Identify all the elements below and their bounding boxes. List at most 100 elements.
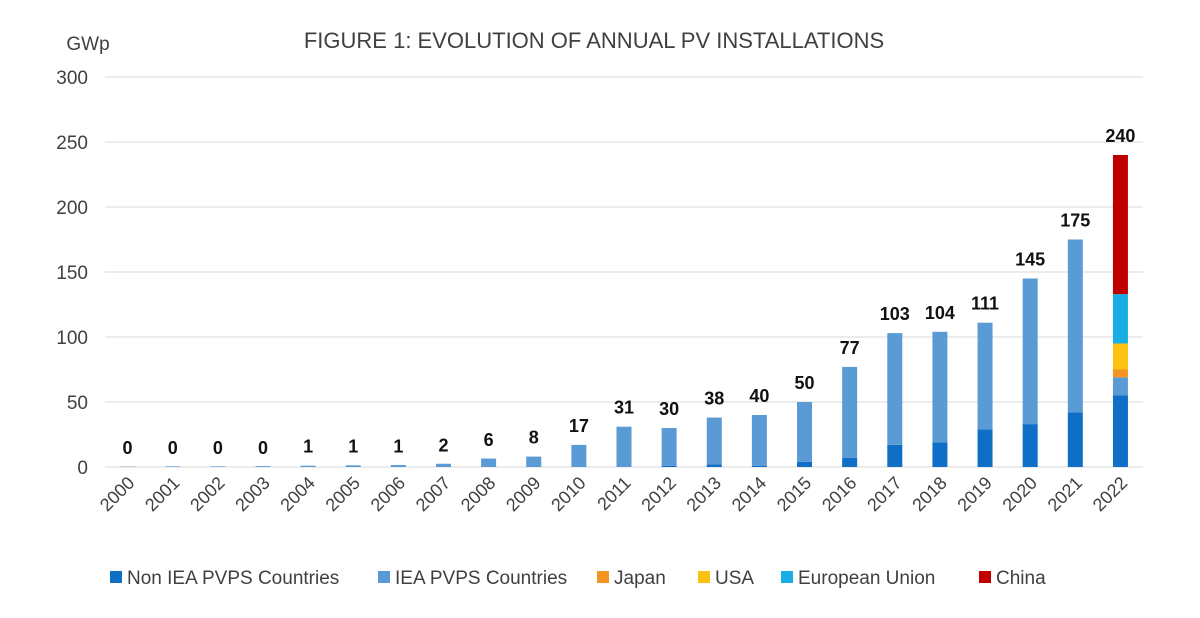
bar-segment [1112,155,1128,295]
y-tick-label: 300 [56,68,88,89]
data-label: 0 [123,438,133,458]
legend-swatch [378,571,390,583]
bar-segment [661,428,677,466]
data-label: 2 [438,435,448,455]
bar-segment [842,366,858,458]
x-tick-label: 2020 [999,473,1041,515]
bar-segment [887,444,903,467]
data-label: 111 [971,294,999,314]
bar-segment [842,457,858,467]
data-label: 17 [569,416,589,436]
x-tick-label: 2004 [276,473,318,515]
x-tick-label: 2005 [322,473,364,515]
data-label: 1 [348,437,358,457]
x-tick-label: 2017 [863,473,905,515]
x-tick-label: 2006 [367,473,409,515]
bar-segment [797,461,813,467]
bar-segment [1067,239,1083,413]
y-tick-label: 150 [56,263,88,284]
bar-segment [1112,369,1128,378]
bar-segment [751,415,767,466]
data-label: 8 [529,428,539,448]
bar-segment [977,322,993,430]
bar-segment [210,466,226,467]
y-axis-unit-label: GWp [66,34,109,55]
bar-segment [706,464,722,467]
x-tick-label: 2021 [1044,473,1086,515]
bar-segment [571,444,587,467]
data-label: 6 [484,430,494,450]
x-tick-label: 2011 [593,473,635,515]
x-tick-label: 2008 [457,473,499,515]
data-label: 240 [1105,126,1135,146]
bar-segment [1067,412,1083,467]
data-label: 40 [749,386,769,406]
x-tick-label: 2007 [412,473,454,515]
legend-label: China [996,568,1046,589]
y-tick-label: 0 [77,458,88,479]
y-tick-label: 100 [56,328,88,349]
legend-swatch [698,571,710,583]
data-label: 103 [880,304,910,324]
bar-segment [435,463,451,467]
bar-segment [661,465,677,467]
x-axis-ticks: 2000 2001 2002 2003 2004 2005 2006 2007 2008 2009… [96,473,1131,515]
x-tick-label: 2010 [547,473,589,515]
legend-label: Non IEA PVPS Countries [127,568,339,589]
data-label: 30 [659,399,679,419]
bar-segment [616,426,632,467]
bar-segment [345,465,361,467]
bar-segment [977,429,993,467]
bar-segment [481,458,497,467]
x-tick-label: 2022 [1089,473,1131,515]
y-tick-label: 50 [67,393,88,414]
legend-label: European Union [798,568,935,589]
bar-segment [390,465,406,467]
x-tick-label: 2016 [818,473,860,515]
bar-segment [1112,377,1128,396]
legend-swatch [781,571,793,583]
bars [120,155,1128,467]
x-tick-label: 2015 [773,473,815,515]
data-label: 31 [614,398,634,418]
legend-swatch [110,571,122,583]
legend: Non IEA PVPS Countries IEA PVPS Countries… [110,568,1046,589]
x-tick-label: 2012 [637,473,679,515]
data-label: 77 [840,338,860,358]
data-label: 145 [1015,250,1045,270]
legend-label: IEA PVPS Countries [395,568,567,589]
legend-label: USA [715,568,754,589]
data-label: 38 [704,389,724,409]
data-label: 104 [925,303,955,323]
legend-label: Japan [614,568,666,589]
data-label: 1 [303,437,313,457]
bar-segment [797,402,813,462]
x-tick-label: 2003 [231,473,273,515]
x-tick-label: 2009 [502,473,544,515]
legend-swatch [597,571,609,583]
bar-segment [1112,395,1128,467]
data-label: 0 [168,438,178,458]
x-tick-label: 2001 [141,473,183,515]
bar-segment [165,466,181,467]
bar-segment [1112,343,1128,370]
bar-segment [255,466,271,467]
x-tick-label: 2014 [728,473,770,515]
bar-segment [932,442,948,467]
y-tick-label: 200 [56,198,88,219]
bar-segment [751,465,767,467]
data-label: 0 [258,438,268,458]
bar-segment [1112,294,1128,344]
data-label: 0 [213,438,223,458]
bar-segment [706,417,722,465]
bar-segment [1022,424,1038,467]
y-axis-ticks: 0 50 100 150 200 250 300 [56,68,88,479]
x-tick-label: 2013 [683,473,725,515]
data-label: 1 [393,437,403,457]
bar-segment [526,456,542,467]
y-tick-label: 250 [56,133,88,154]
bar-segment [887,333,903,445]
x-tick-label: 2000 [96,473,138,515]
